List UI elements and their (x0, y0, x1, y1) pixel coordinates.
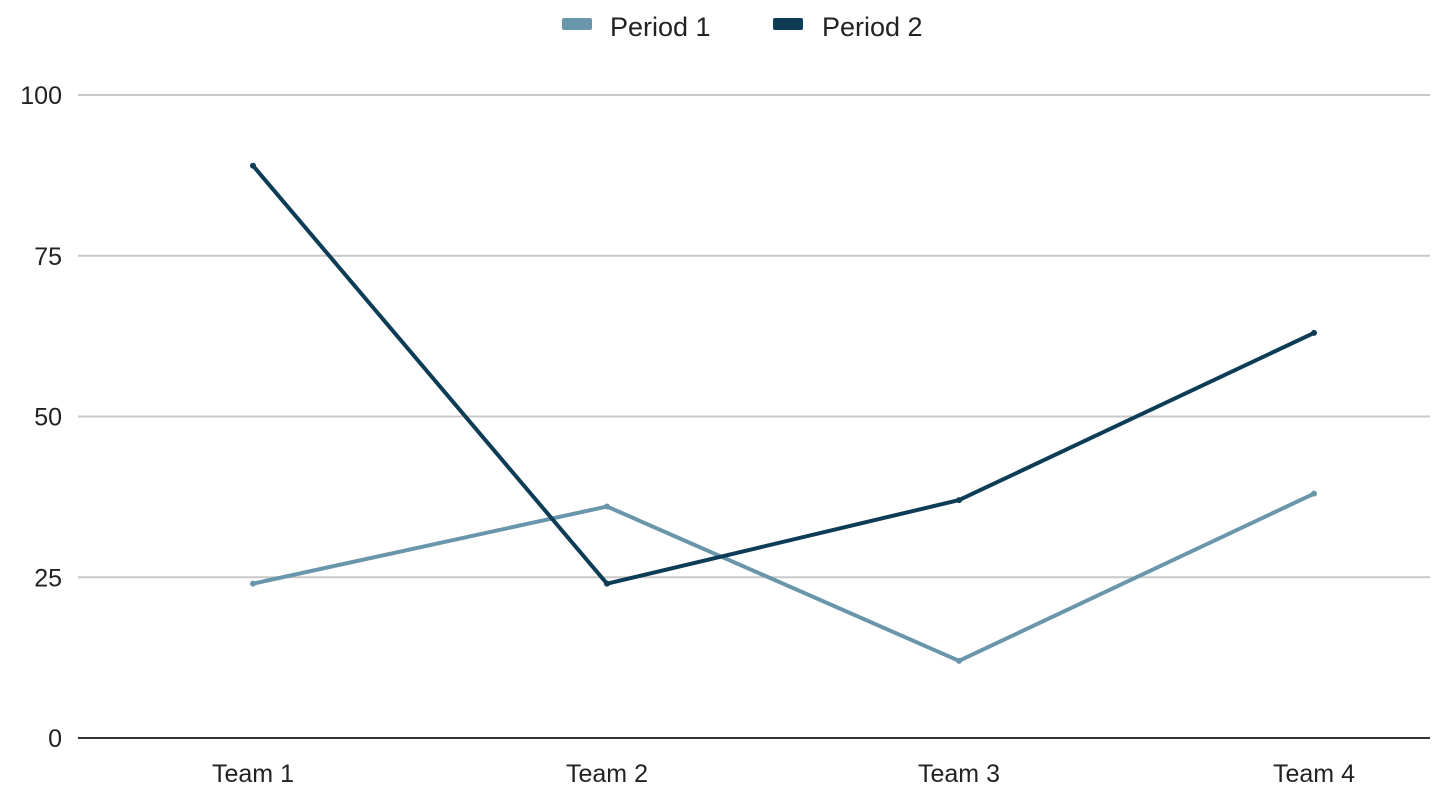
data-point-period-1-team-1[interactable] (250, 580, 256, 587)
x-tick-label-team-4: Team 4 (1273, 760, 1355, 787)
legend-swatch-period-1 (562, 18, 592, 30)
x-tick-label-team-3: Team 3 (918, 760, 1000, 787)
gridlines (78, 94, 1430, 579)
data-point-period-1-team-4[interactable] (1311, 490, 1317, 497)
y-tick-label-0: 0 (48, 725, 62, 753)
x-tick-label-team-2: Team 2 (566, 760, 648, 787)
series-lines (250, 162, 1317, 664)
data-point-period-2-team-2[interactable] (604, 580, 610, 587)
y-tick-label-100: 100 (20, 82, 62, 110)
series-line-period-2[interactable] (251, 163, 1316, 586)
legend-label-period-2: Period 2 (822, 12, 923, 42)
legend: Period 1 Period 2 (562, 12, 923, 42)
y-axis-tick-labels: 0 25 50 75 100 (20, 82, 62, 753)
x-tick-label-team-1: Team 1 (212, 760, 294, 787)
data-point-period-2-team-1[interactable] (250, 162, 256, 169)
data-point-period-2-team-3[interactable] (956, 497, 962, 504)
y-tick-label-75: 75 (34, 243, 62, 271)
y-tick-label-25: 25 (34, 564, 62, 592)
series-line-period-1[interactable] (251, 491, 1316, 663)
legend-label-period-1: Period 1 (610, 12, 711, 42)
x-axis-tick-labels: Team 1 Team 2 Team 3 Team 4 (212, 760, 1355, 787)
y-tick-label-50: 50 (34, 404, 62, 432)
legend-item-period-1[interactable]: Period 1 (562, 12, 711, 42)
data-point-period-1-team-3[interactable] (956, 657, 962, 664)
data-point-period-2-team-4[interactable] (1311, 329, 1317, 336)
legend-swatch-period-2 (773, 18, 803, 30)
data-point-period-1-team-2[interactable] (604, 503, 610, 510)
legend-item-period-2[interactable]: Period 2 (773, 12, 923, 42)
